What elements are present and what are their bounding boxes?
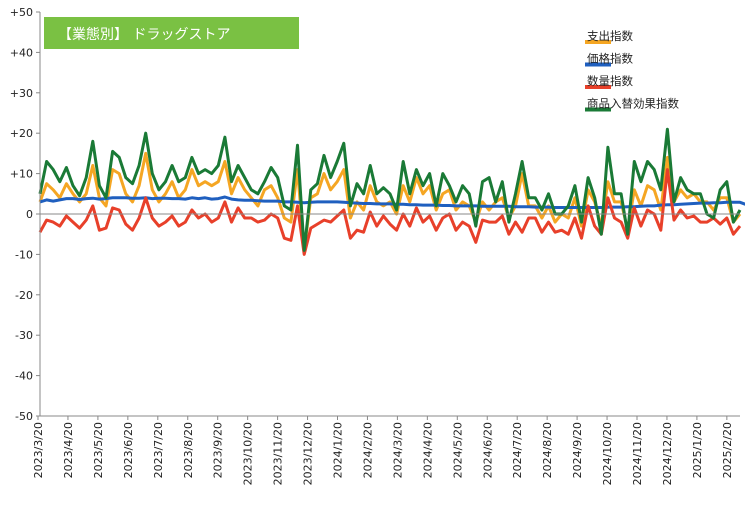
y-tick-label: -20: [15, 289, 33, 302]
x-tick-label: 2024/1/20: [332, 422, 345, 478]
x-tick-label: 2023/8/20: [182, 422, 195, 478]
x-tick-label: 2024/9/20: [571, 422, 584, 478]
x-tick-label: 2024/7/20: [511, 422, 524, 478]
x-tick-label: 2023/12/20: [302, 422, 315, 485]
series-line-2: [38, 168, 742, 256]
y-tick-label: +10: [10, 168, 33, 181]
x-tick-label: 2025/2/20: [721, 422, 734, 478]
x-tick-label: 2025/1/20: [691, 422, 704, 478]
x-tick-label: 2024/6/20: [481, 422, 494, 478]
x-tick-label: 2023/5/20: [92, 422, 105, 478]
y-tick-label: 0: [26, 208, 33, 221]
plot-lines: [38, 127, 745, 256]
x-tick-label: 2024/10/20: [601, 422, 614, 485]
y-tick-label: +20: [10, 127, 33, 140]
y-tick-label: -30: [15, 329, 33, 342]
y-tick-labels: +50 +40 +30 +20 +10 0 -10 -20 -30 -40 -50: [10, 6, 33, 423]
x-tick-label: 2023/11/20: [272, 422, 285, 485]
legend-label: 商品入替効果指数: [587, 97, 679, 111]
series-line-3: [38, 127, 742, 252]
x-tick-label: 2024/2/20: [361, 422, 374, 478]
chart-title-box: 【業態別】 ドラッグストア: [44, 17, 299, 49]
x-tick-label: 2024/8/20: [541, 422, 554, 478]
x-tick-label: 2023/3/20: [32, 422, 45, 478]
x-tick-label: 2023/9/20: [212, 422, 225, 478]
x-tick-label: 2024/3/20: [391, 422, 404, 478]
x-tick-label: 2024/4/20: [421, 422, 434, 478]
chart-title: 【業態別】 ドラッグストア: [58, 27, 230, 43]
x-tick-label: 2024/5/20: [451, 422, 464, 478]
chart-title-background: [44, 17, 299, 49]
legend-label: 価格指数: [587, 52, 633, 66]
x-tick-label: 2024/12/20: [661, 422, 674, 485]
x-tick-label: 2024/11/20: [631, 422, 644, 485]
y-tick-label: -50: [15, 410, 33, 423]
axes: [36, 11, 740, 420]
y-tick-label: +40: [10, 46, 33, 59]
x-tick-label: 2023/7/20: [152, 422, 165, 478]
y-tick-label: -40: [15, 370, 33, 383]
x-tick-label: 2023/10/20: [242, 422, 255, 485]
legend-label: 数量指数: [587, 74, 633, 88]
x-tick-label: 2023/6/20: [122, 422, 135, 478]
y-tick-label: -10: [15, 248, 33, 261]
y-tick-label: +30: [10, 87, 33, 100]
legend-label: 支出指数: [587, 29, 633, 43]
x-tick-label: 2023/4/20: [62, 422, 75, 478]
y-tick-label: +50: [10, 6, 33, 19]
x-tick-labels: 2023/3/20 2023/4/20 2023/5/20 2023/6/20 2023…: [32, 422, 734, 485]
